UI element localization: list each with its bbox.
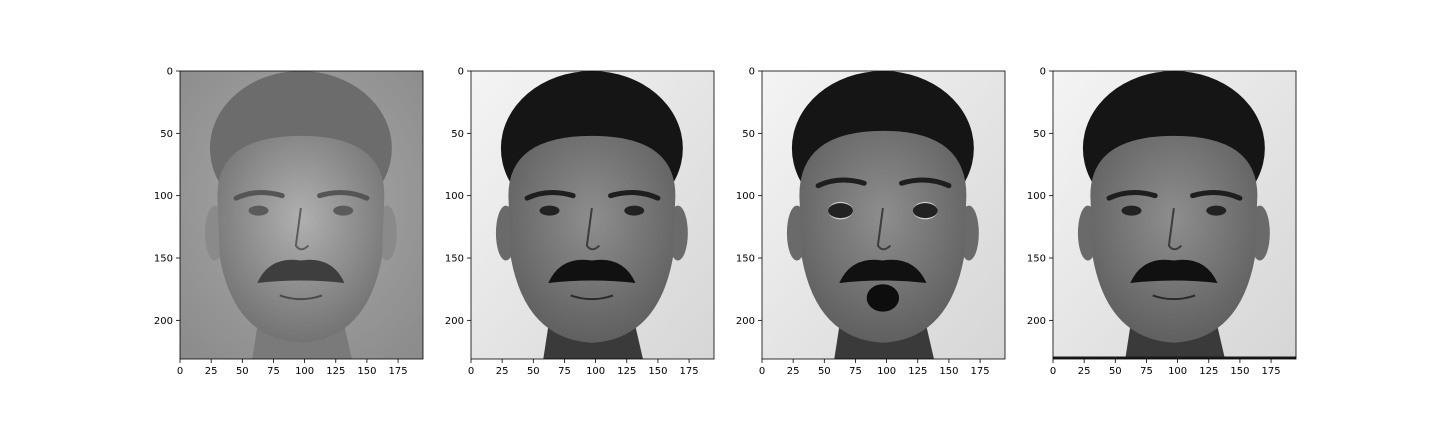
- x-tick-label: 175: [1262, 366, 1281, 377]
- y-tick-label: 200: [445, 316, 464, 327]
- y-tick-label: 200: [1027, 316, 1046, 327]
- right-eye: [333, 206, 353, 216]
- x-tick-label: 75: [849, 366, 862, 377]
- y-tick-label: 50: [1033, 129, 1046, 140]
- x-tick-label: 0: [177, 366, 183, 377]
- y-tick-label: 100: [154, 191, 173, 202]
- x-tick-label: 100: [1168, 366, 1187, 377]
- x-tick-label: 75: [1140, 366, 1153, 377]
- x-tick-label: 125: [908, 366, 927, 377]
- x-tick-label: 75: [267, 366, 280, 377]
- x-tick-label: 125: [617, 366, 636, 377]
- x-tick-label: 75: [558, 366, 571, 377]
- y-tick-label: 0: [1040, 67, 1046, 78]
- y-tick-label: 150: [154, 254, 173, 265]
- x-tick-label: 25: [496, 366, 509, 377]
- left-eye: [1122, 206, 1142, 216]
- y-tick-label: 50: [451, 129, 464, 140]
- left-eye: [540, 206, 560, 216]
- open-mouth: [867, 284, 899, 311]
- left-eye: [249, 206, 269, 216]
- x-tick-label: 0: [468, 366, 474, 377]
- face-image: [1053, 71, 1296, 359]
- y-tick-label: 150: [1027, 254, 1046, 265]
- face: [1090, 136, 1257, 343]
- y-tick-label: 0: [458, 67, 464, 78]
- y-tick-label: 50: [742, 129, 755, 140]
- x-tick-label: 150: [939, 366, 958, 377]
- x-tick-label: 175: [680, 366, 699, 377]
- face: [217, 136, 384, 343]
- x-tick-label: 125: [326, 366, 345, 377]
- y-tick-label: 150: [736, 254, 755, 265]
- x-tick-label: 0: [1050, 366, 1056, 377]
- y-tick-label: 0: [749, 67, 755, 78]
- y-tick-label: 50: [160, 129, 173, 140]
- x-tick-label: 100: [586, 366, 605, 377]
- image-panel-2: 0 25 50 75 100 125 150 175 0 50 100 150 200: [445, 67, 714, 378]
- x-tick-label: 175: [389, 366, 408, 377]
- x-tick-label: 125: [1199, 366, 1218, 377]
- right-eye: [913, 203, 938, 218]
- left-eye: [828, 203, 853, 218]
- image-panel-1: 0 25 50 75 100 125 150 175 0 50 100 150 200: [154, 67, 423, 378]
- y-tick-label: 100: [736, 191, 755, 202]
- x-tick-label: 50: [236, 366, 249, 377]
- right-eye: [1206, 206, 1226, 216]
- x-tick-label: 50: [1109, 366, 1122, 377]
- face-image: [180, 71, 423, 359]
- face-image: [762, 71, 1005, 359]
- x-tick-label: 50: [818, 366, 831, 377]
- x-tick-label: 25: [205, 366, 218, 377]
- x-tick-label: 100: [877, 366, 896, 377]
- y-tick-label: 150: [445, 254, 464, 265]
- right-eye: [624, 206, 644, 216]
- y-tick-label: 100: [1027, 191, 1046, 202]
- x-tick-label: 25: [787, 366, 800, 377]
- image-panel-3: 0 25 50 75 100 125 150 175 0 50 100 150 200: [736, 67, 1005, 378]
- y-tick-label: 200: [736, 316, 755, 327]
- y-tick-label: 0: [167, 67, 173, 78]
- x-tick-label: 50: [527, 366, 540, 377]
- x-tick-label: 100: [295, 366, 314, 377]
- x-tick-label: 25: [1078, 366, 1091, 377]
- image-panel-4: 0 25 50 75 100 125 150 175 0 50 100 150 200: [1027, 67, 1296, 378]
- x-tick-label: 150: [357, 366, 376, 377]
- x-tick-label: 150: [648, 366, 667, 377]
- x-tick-label: 175: [971, 366, 990, 377]
- x-tick-label: 0: [759, 366, 765, 377]
- face: [508, 136, 675, 343]
- y-tick-label: 200: [154, 316, 173, 327]
- y-tick-label: 100: [445, 191, 464, 202]
- face-image: [471, 71, 714, 359]
- x-tick-label: 150: [1230, 366, 1249, 377]
